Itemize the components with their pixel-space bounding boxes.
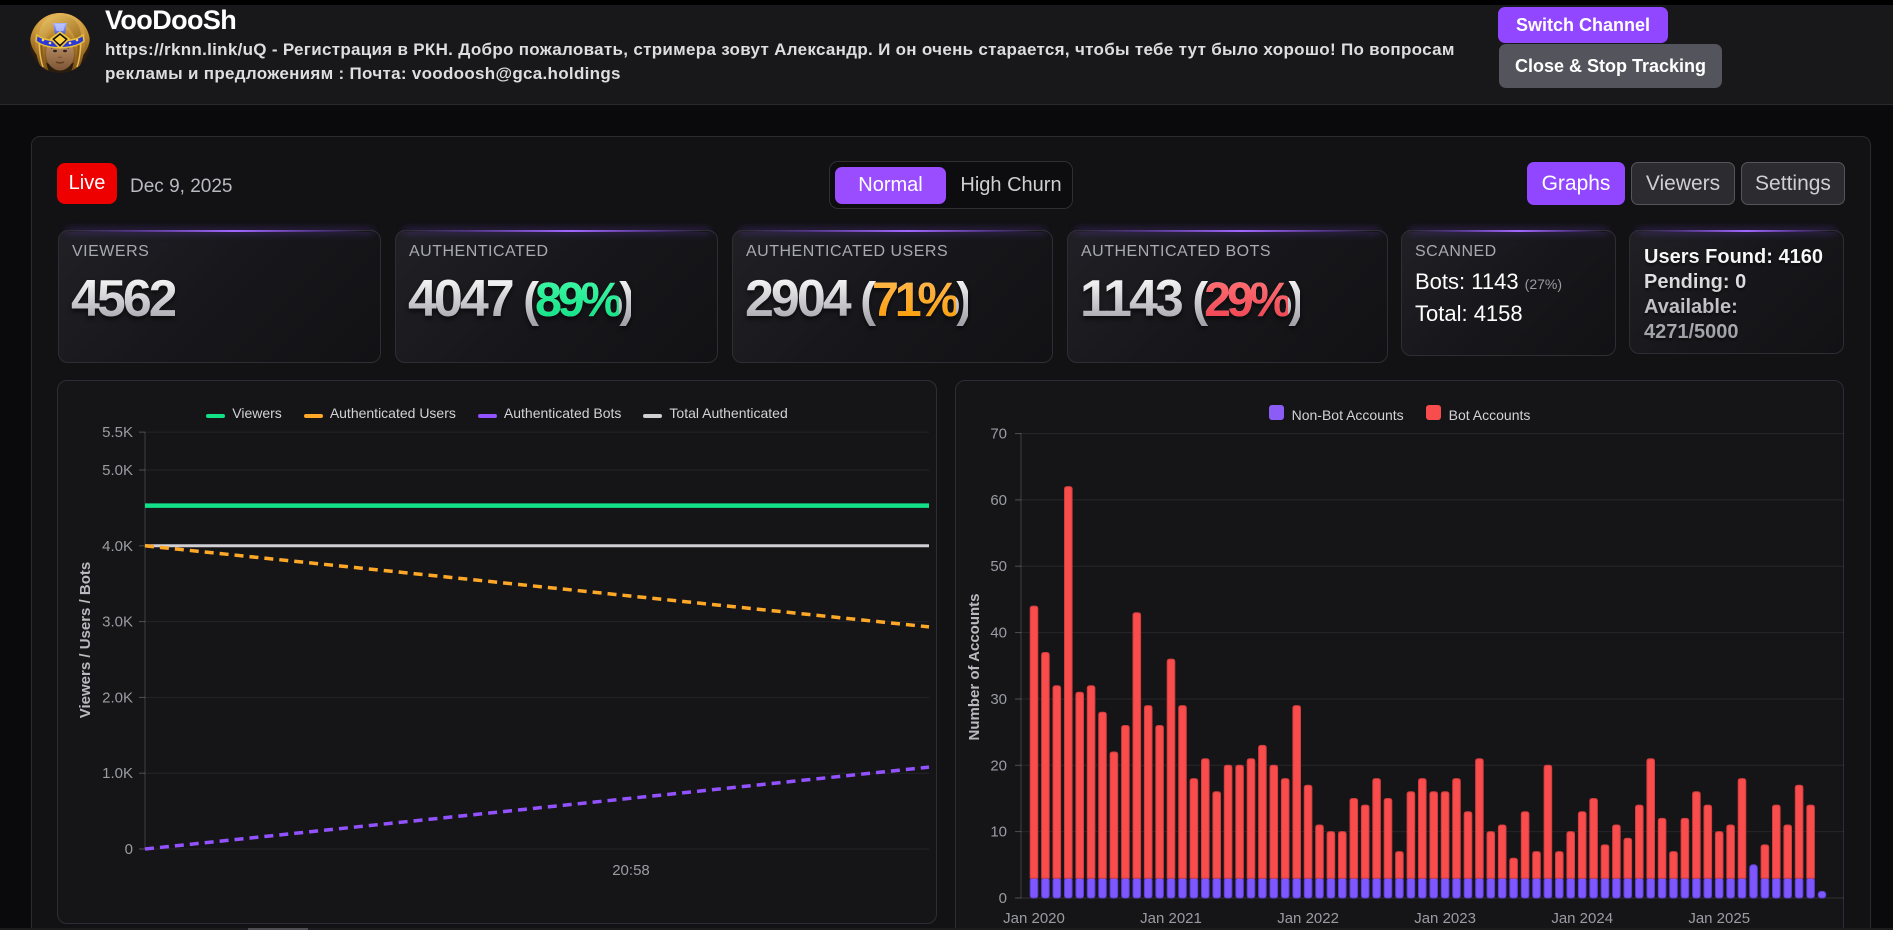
svg-text:20:58: 20:58	[612, 862, 650, 879]
svg-text:2.0K: 2.0K	[102, 689, 133, 706]
svg-text:Jan 2021: Jan 2021	[1140, 910, 1202, 927]
svg-text:4.0K: 4.0K	[102, 538, 133, 555]
svg-text:1.0K: 1.0K	[102, 765, 133, 782]
svg-text:Jan 2024: Jan 2024	[1551, 910, 1613, 927]
svg-text:Jan 2023: Jan 2023	[1414, 910, 1476, 927]
svg-text:70: 70	[990, 426, 1007, 443]
svg-text:Jan 2022: Jan 2022	[1277, 910, 1339, 927]
svg-text:20: 20	[990, 757, 1007, 774]
svg-text:Jan 2025: Jan 2025	[1688, 910, 1750, 927]
svg-text:Number of Accounts: Number of Accounts	[966, 594, 983, 741]
svg-text:5.0K: 5.0K	[102, 462, 133, 479]
svg-text:0: 0	[125, 841, 133, 858]
svg-text:3.0K: 3.0K	[102, 614, 133, 631]
svg-text:30: 30	[990, 691, 1007, 708]
svg-text:Jan 2020: Jan 2020	[1003, 910, 1065, 927]
svg-text:5.5K: 5.5K	[102, 424, 133, 441]
svg-text:60: 60	[990, 492, 1007, 509]
svg-text:40: 40	[990, 625, 1007, 642]
svg-text:10: 10	[990, 824, 1007, 841]
svg-text:0: 0	[999, 890, 1007, 907]
svg-text:50: 50	[990, 558, 1007, 575]
svg-text:Viewers / Users / Bots: Viewers / Users / Bots	[77, 562, 94, 718]
